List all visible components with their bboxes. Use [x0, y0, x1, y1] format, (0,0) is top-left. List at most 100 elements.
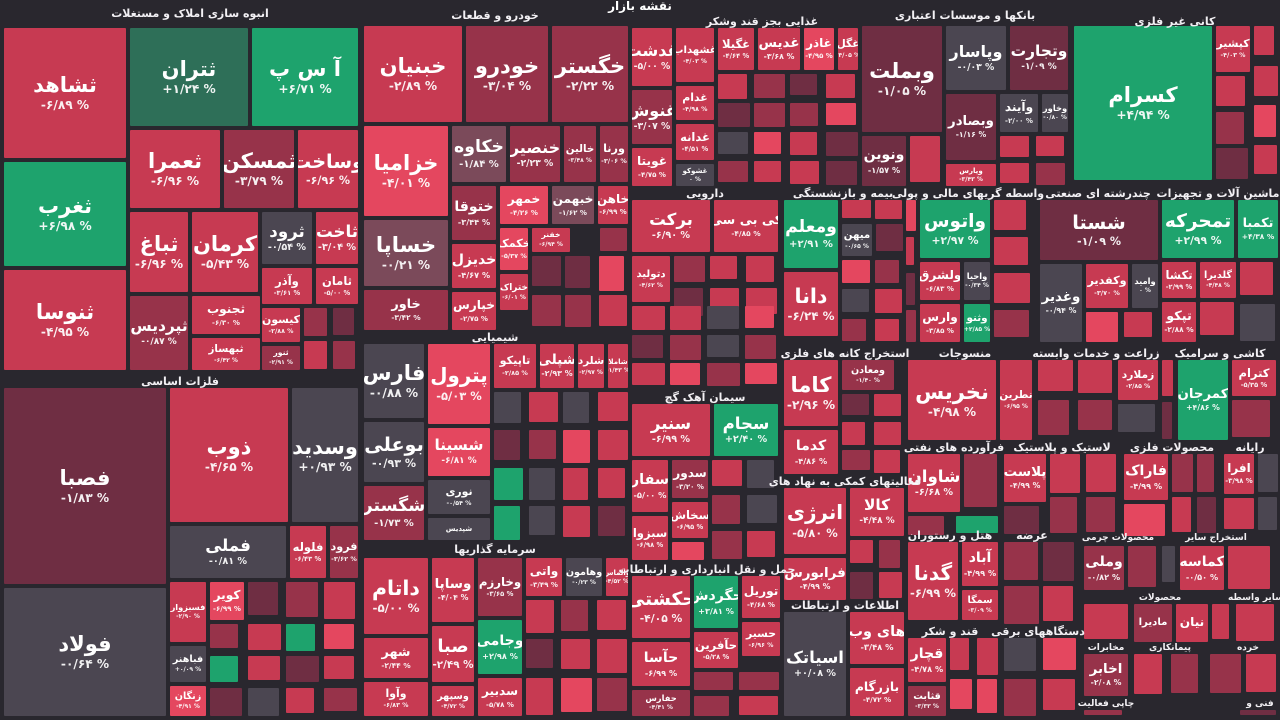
- treemap-cell[interactable]: بازرگام -۴/۷۲ %: [850, 668, 904, 716]
- treemap-cell[interactable]: کرمان -۵/۴۳ %: [192, 212, 258, 292]
- treemap-cell[interactable]: حفارس -۴/۴۱ %: [632, 690, 690, 716]
- treemap-cell[interactable]: غاذر -۴/۹۵ %: [804, 28, 834, 70]
- treemap-tile[interactable]: [286, 624, 315, 651]
- treemap-tile[interactable]: [1004, 542, 1038, 580]
- treemap-tile[interactable]: [494, 392, 521, 423]
- treemap-tile[interactable]: [1084, 710, 1122, 715]
- treemap-cell[interactable]: فسبزوار -۲/۹۰ %: [170, 582, 206, 642]
- treemap-tile[interactable]: [694, 696, 729, 716]
- treemap-tile[interactable]: [994, 200, 1026, 230]
- treemap-tile[interactable]: [1162, 402, 1172, 439]
- treemap-cell[interactable]: سبزوا -۶/۹۸ %: [632, 516, 668, 560]
- treemap-cell[interactable]: زنگان -۴/۹۱ %: [170, 686, 206, 716]
- treemap-cell[interactable]: وآیند -۲/۰۰ %: [1000, 94, 1038, 132]
- treemap-cell[interactable]: واحیا -۰/۳۴ %: [964, 262, 990, 300]
- treemap-tile[interactable]: [876, 224, 903, 251]
- treemap-tile[interactable]: [529, 468, 555, 500]
- treemap-tile[interactable]: [842, 450, 870, 470]
- treemap-cell[interactable]: حآفرین -۵/۲۸ %: [694, 632, 738, 668]
- treemap-tile[interactable]: [826, 161, 857, 185]
- treemap-tile[interactable]: [324, 688, 357, 711]
- treemap-tile[interactable]: [1232, 400, 1270, 437]
- treemap-cell[interactable]: فباهنر +۰/۰۹ %: [170, 646, 206, 682]
- treemap-tile[interactable]: [977, 638, 998, 675]
- treemap-cell[interactable]: نخریس -۴/۹۸ %: [908, 360, 996, 440]
- treemap-tile[interactable]: [1172, 454, 1193, 492]
- treemap-tile[interactable]: [494, 430, 520, 460]
- treemap-cell[interactable]: گلدیرا -۴/۴۸ %: [1200, 262, 1236, 298]
- treemap-cell[interactable]: شهر -۲/۴۴ %: [364, 638, 428, 678]
- treemap-cell[interactable]: پترول -۵/۰۳ %: [428, 344, 490, 424]
- treemap-tile[interactable]: [1172, 497, 1191, 532]
- treemap-tile[interactable]: [286, 582, 318, 617]
- treemap-cell[interactable]: خکاوه -۱/۸۴ %: [452, 126, 506, 182]
- treemap-cell[interactable]: غنوش -۳/۰۷ %: [632, 90, 672, 144]
- treemap-cell[interactable]: کیسون -۲/۸۸ %: [262, 308, 300, 342]
- treemap-cell[interactable]: وبصادر -۱/۱۶ %: [946, 94, 996, 160]
- treemap-cell[interactable]: خبهمن -۱/۶۲ %: [552, 186, 594, 224]
- treemap-tile[interactable]: [745, 306, 774, 328]
- treemap-cell[interactable]: خکمک -۵/۳۷ %: [500, 228, 528, 270]
- treemap-tile[interactable]: [850, 540, 873, 563]
- treemap-tile[interactable]: [494, 468, 523, 500]
- treemap-cell[interactable]: نطرین -۶/۹۵ %: [1000, 360, 1032, 440]
- treemap-tile[interactable]: [1118, 404, 1155, 432]
- treemap-tile[interactable]: [670, 306, 701, 330]
- treemap-tile[interactable]: [964, 454, 997, 507]
- treemap-tile[interactable]: [874, 450, 900, 473]
- treemap-tile[interactable]: [710, 256, 737, 279]
- treemap-tile[interactable]: [718, 132, 748, 154]
- treemap-cell[interactable]: شسینا -۶/۸۱ %: [428, 428, 490, 476]
- treemap-cell[interactable]: خپارس -۲/۷۵ %: [452, 292, 496, 330]
- treemap-cell[interactable]: ثرود -۰/۵۴ %: [262, 212, 312, 264]
- treemap-tile[interactable]: [906, 237, 914, 265]
- treemap-cell[interactable]: وبملت -۱/۰۵ %: [862, 26, 942, 132]
- treemap-cell[interactable]: فارس -۰/۸۸ %: [364, 344, 424, 418]
- treemap-tile[interactable]: [879, 540, 900, 568]
- treemap-cell[interactable]: غویتا -۴/۷۵ %: [632, 148, 672, 186]
- treemap-tile[interactable]: [790, 132, 817, 155]
- treemap-tile[interactable]: [1004, 679, 1036, 716]
- treemap-cell[interactable]: سنیر -۶/۹۹ %: [632, 404, 710, 456]
- treemap-tile[interactable]: [670, 335, 701, 360]
- treemap-tile[interactable]: [286, 656, 319, 682]
- treemap-cell[interactable]: تپکو -۲/۸۸ %: [1162, 302, 1196, 342]
- treemap-tile[interactable]: [526, 600, 554, 633]
- treemap-tile[interactable]: [1000, 136, 1029, 157]
- treemap-tile[interactable]: [908, 516, 944, 535]
- treemap-cell[interactable]: وساخت-۶/۹۶ %: [298, 130, 358, 208]
- treemap-tile[interactable]: [532, 256, 561, 286]
- treemap-cell[interactable]: فولاد -۰/۶۴ %: [4, 588, 166, 716]
- treemap-tile[interactable]: [561, 600, 588, 631]
- treemap-cell[interactable]: پلاست -۴/۹۹ %: [1004, 454, 1046, 502]
- treemap-cell[interactable]: خساپا -۰/۲۱ %: [364, 220, 448, 286]
- treemap-cell[interactable]: ثعمرا -۶/۹۶ %: [130, 130, 220, 208]
- treemap-tile[interactable]: [248, 656, 280, 680]
- treemap-tile[interactable]: [1212, 604, 1229, 639]
- treemap-cell[interactable]: وآذر -۳/۶۱ %: [262, 268, 312, 304]
- treemap-tile[interactable]: [790, 161, 819, 184]
- treemap-cell[interactable]: ختراک -۶/۰۱ %: [500, 274, 528, 310]
- treemap-cell[interactable]: ثپردیس -۰/۸۷ %: [130, 296, 188, 370]
- treemap-cell[interactable]: وغدیر -۰/۹۴ %: [1040, 264, 1082, 342]
- treemap-cell[interactable]: وتجارت -۱/۰۹ %: [1010, 26, 1068, 90]
- treemap-cell[interactable]: ثامان -۵/۰۰ %: [316, 268, 358, 304]
- treemap-tile[interactable]: [1216, 112, 1244, 144]
- treemap-tile[interactable]: [599, 256, 624, 291]
- treemap-tile[interactable]: [529, 506, 555, 535]
- treemap-cell[interactable]: نوری -۰/۵۴ %: [428, 480, 490, 514]
- treemap-tile[interactable]: [1210, 654, 1241, 693]
- treemap-cell[interactable]: سمگا -۳/۰۹ %: [962, 590, 998, 620]
- treemap-tile[interactable]: [210, 656, 238, 682]
- treemap-cell[interactable]: فملی -۰/۸۱ %: [170, 526, 286, 578]
- treemap-tile[interactable]: [707, 306, 739, 329]
- treemap-tile[interactable]: [529, 392, 558, 422]
- treemap-tile[interactable]: [597, 600, 626, 630]
- treemap-tile[interactable]: [707, 363, 740, 386]
- treemap-cell[interactable]: وسدید +۰/۹۳ %: [292, 388, 358, 522]
- treemap-tile[interactable]: [790, 103, 818, 126]
- treemap-cell[interactable]: غگل-۴/۰۵ %: [838, 28, 858, 70]
- treemap-tile[interactable]: [1004, 586, 1039, 624]
- treemap-cell[interactable]: ثجنوب -۶/۳۰ %: [192, 296, 260, 334]
- treemap-tile[interactable]: [956, 516, 998, 533]
